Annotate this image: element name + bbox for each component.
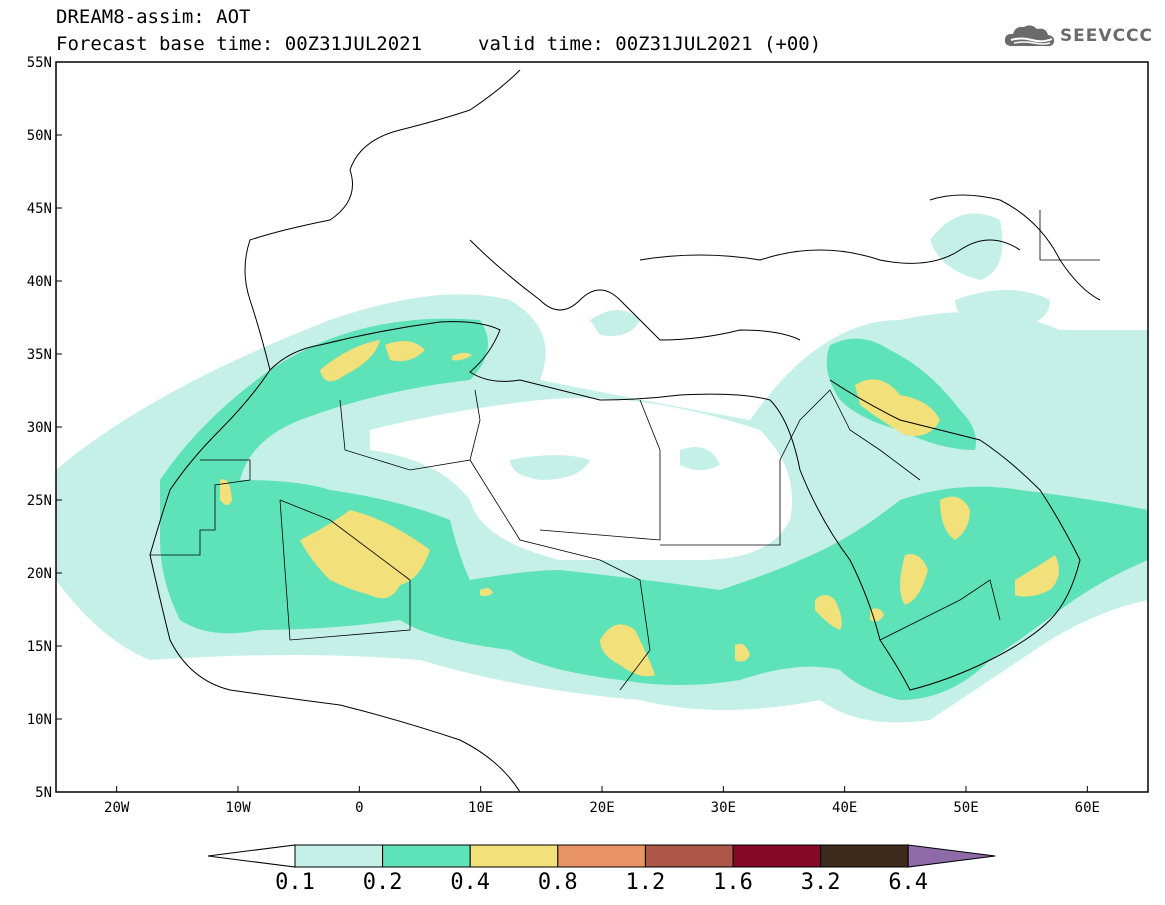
colorbar-label: 1.2: [625, 870, 666, 895]
lat-tick-label: 45N: [27, 201, 52, 217]
lat-tick-label: 20N: [27, 566, 52, 582]
valid-time: valid time: 00Z31JUL2021 (+00): [478, 33, 822, 55]
colorbar-label: 0.4: [450, 870, 491, 895]
cloud-icon: [1004, 25, 1055, 47]
lat-tick-label: 30N: [27, 420, 52, 436]
lat-tick-label: 35N: [27, 347, 52, 363]
aot-contour-0.4: [220, 340, 1059, 677]
lon-tick-label: 60E: [1075, 800, 1100, 816]
lon-tick-label: 10E: [468, 800, 493, 816]
colorbar-swatch: [382, 844, 471, 868]
aot-contour-0.2: [160, 318, 1148, 700]
colorbar-label: 1.6: [713, 870, 753, 895]
colorbar-swatch: [644, 844, 734, 868]
lat-tick-label: 55N: [27, 55, 52, 71]
colorbar-swatch: [732, 844, 822, 868]
lon-tick-label: 20W: [104, 800, 130, 816]
colorbar-under-arrow: [207, 844, 296, 868]
aot-field: [56, 69, 1148, 792]
lat-tick-label: 50N: [27, 128, 52, 144]
lon-tick-label: 0: [355, 800, 363, 816]
lon-tick-label: 50E: [953, 800, 978, 816]
lat-axis: 5N 10N 15N 20N 25N 30N 35N 40N 45N 50N 55N: [27, 55, 62, 801]
logo-text: SEEVCCC: [1059, 26, 1153, 46]
lat-tick-label: 40N: [27, 274, 52, 290]
map-title: DREAM8-assim: AOT: [56, 6, 251, 28]
lon-tick-label: 10W: [225, 800, 251, 816]
colorbar-label: 3.2: [800, 870, 841, 895]
colorbar-over-arrow: [907, 844, 996, 868]
base-time: Forecast base time: 00Z31JUL2021: [56, 33, 423, 55]
lon-tick-label: 40E: [832, 800, 857, 816]
colorbar: [207, 844, 996, 868]
colorbar-swatch: [820, 844, 909, 868]
colorbar-label: 0.1: [275, 870, 315, 895]
country-borders: [150, 210, 1100, 691]
seevccc-logo: SEEVCCC: [1002, 22, 1153, 50]
lon-tick-label: 30E: [711, 800, 736, 816]
lat-tick-label: 25N: [27, 493, 52, 509]
lon-tick-label: 20E: [589, 800, 614, 816]
colorbar-label: 0.8: [537, 870, 578, 895]
colorbar-swatch: [557, 844, 646, 868]
colorbar-swatch: [469, 844, 559, 868]
colorbar-label: 0.2: [362, 870, 403, 895]
lat-tick-label: 10N: [27, 712, 52, 728]
lat-tick-label: 15N: [27, 639, 52, 655]
lat-tick-label: 5N: [35, 785, 52, 801]
colorbar-label: 6.4: [888, 870, 929, 895]
coastlines: [149, 69, 1101, 792]
lon-axis: 20W 10W 0 10E 20E 30E 40E 50E 60E: [104, 786, 1100, 816]
colorbar-swatch: [294, 844, 384, 868]
